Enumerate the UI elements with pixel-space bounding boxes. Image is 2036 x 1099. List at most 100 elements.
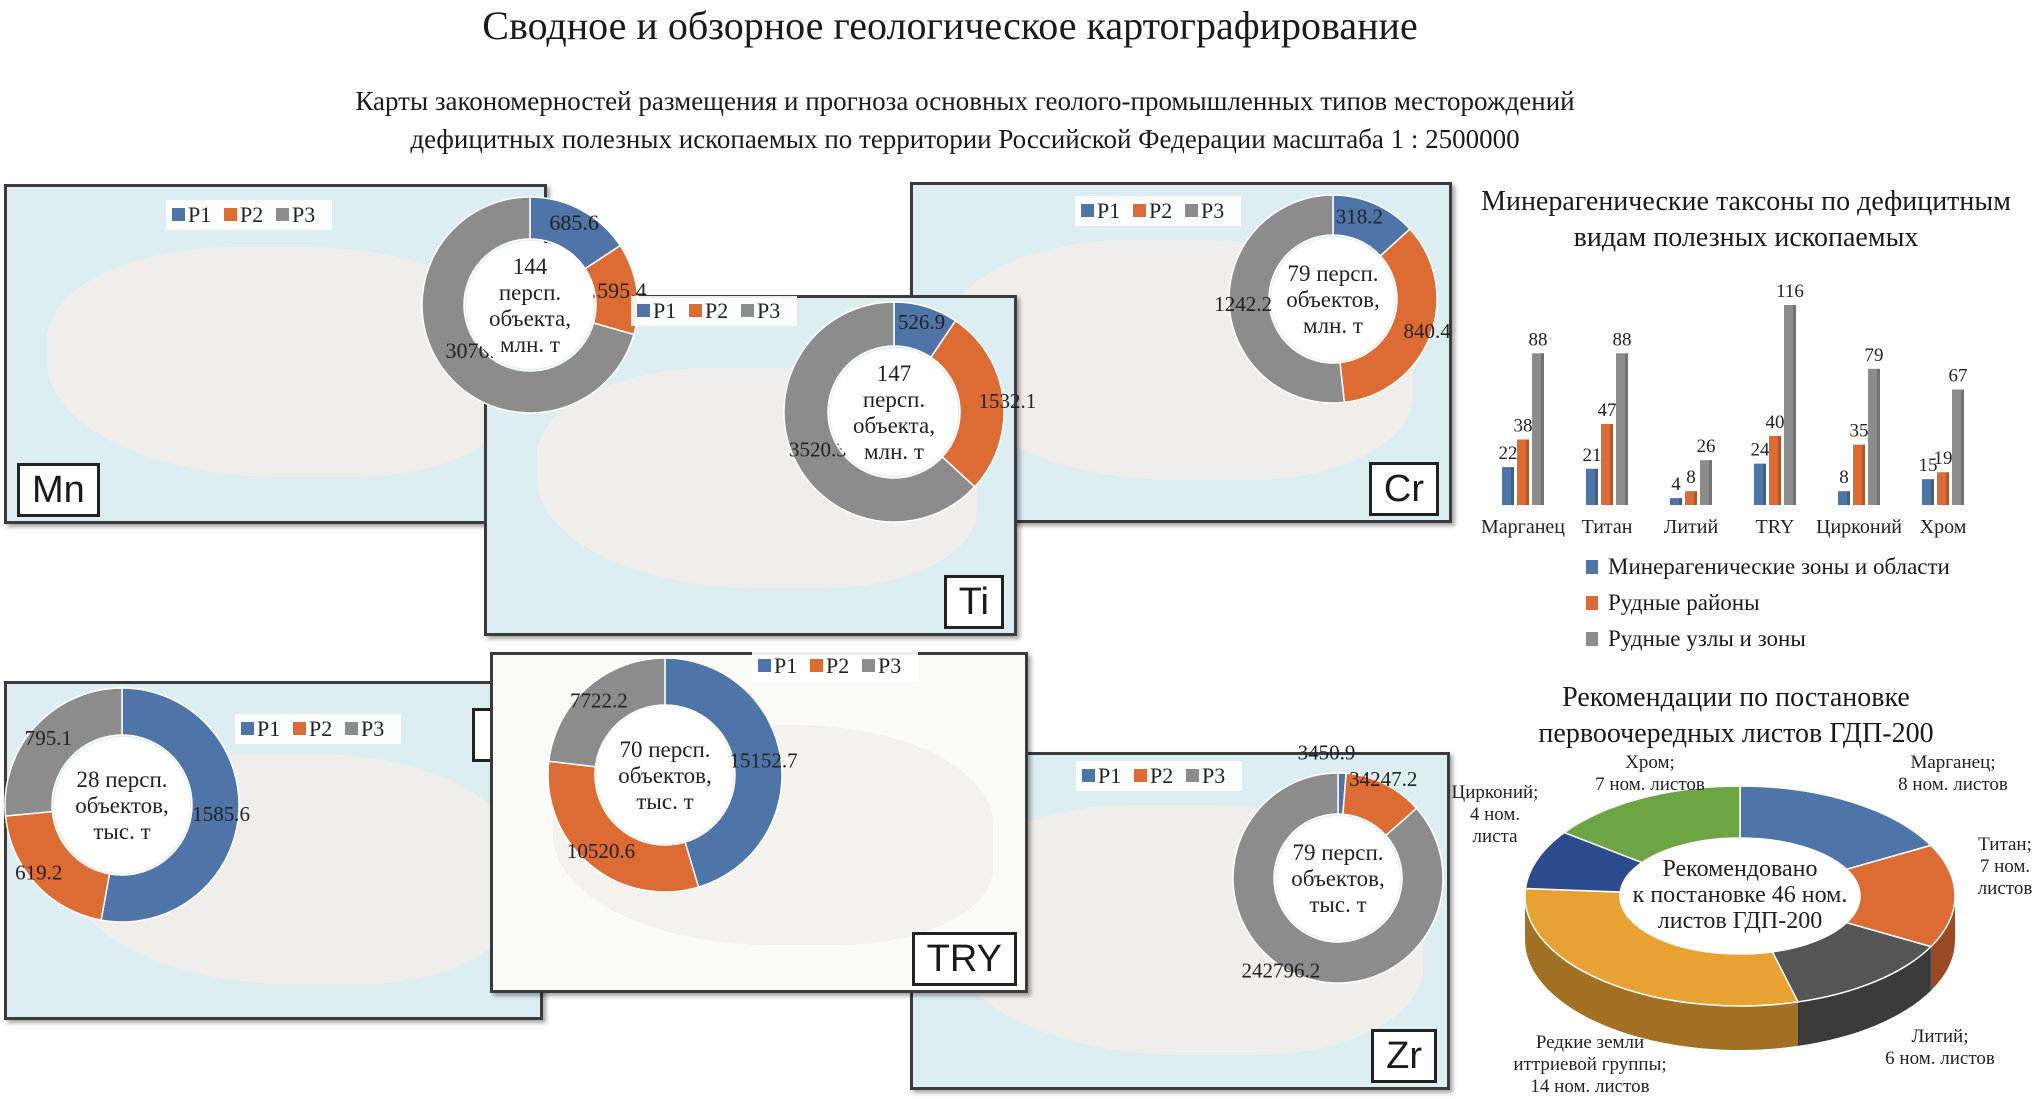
bar-value-1-0: 21 <box>1583 445 1602 466</box>
donut-center-text: тыс. т <box>93 819 150 844</box>
pie-label-titanium: Титан; <box>1978 834 2032 855</box>
bar-value-4-0: 8 <box>1839 467 1849 488</box>
legend-swatch-p2 <box>224 208 237 221</box>
legend-item-nodes: Рудные узлы и зоны <box>1586 621 1950 657</box>
donut-hole <box>1271 237 1395 361</box>
donut-center-text: млн. т <box>500 332 560 357</box>
pie-side-1 <box>1930 896 1955 991</box>
donut-li: 1585.6 619.2 795.128 персп.объектов,тыс. т… <box>4 687 401 923</box>
bar-group-3: 24 40 116 TRY <box>1751 281 1804 538</box>
donut-center-text: 79 персп. <box>1292 840 1383 865</box>
legend-label-p2: P2 <box>309 716 332 741</box>
donut-hole <box>466 241 594 369</box>
bar-5-1 <box>1937 472 1949 505</box>
donut-hole <box>597 707 733 843</box>
legend-swatch-p1 <box>637 304 650 317</box>
donut-legend-zr: P1 P2 P3 <box>1076 761 1242 791</box>
pie-center-line: к постановке 46 ном. <box>1633 882 1848 908</box>
pie-label-chrome: 7 ном. листов <box>1595 774 1705 795</box>
donut-value-cr-p3: 1242.2 <box>1214 292 1272 316</box>
donut-center-text: млн. т <box>864 439 924 464</box>
bar-value-3-1: 40 <box>1766 412 1785 433</box>
bar-chart-title: Минерагенические таксоны по дефицитным в… <box>1456 184 2036 256</box>
donut-value-ti-p2: 1532.1 <box>979 389 1037 413</box>
legend-label-p2: P2 <box>1149 198 1172 223</box>
bar-0-0 <box>1502 467 1514 505</box>
map-tag-try: TRY <box>911 932 1017 986</box>
pie-label-try: 14 ном. листов <box>1530 1076 1649 1097</box>
bar-value-3-0: 24 <box>1751 440 1771 461</box>
donut-center-text: объекта, <box>853 413 935 438</box>
pie-hole <box>1621 839 1859 953</box>
bar-value-4-1: 35 <box>1850 421 1869 442</box>
donut-slice-try-p3 <box>547 657 666 768</box>
bar-value-5-2: 67 <box>1949 365 1968 386</box>
donut-value-cr-p1: 318.2 <box>1336 205 1383 229</box>
legend-label-p1: P1 <box>1098 763 1121 788</box>
donut-legend-mn: P1 P2 P3 <box>166 200 332 230</box>
bar-value-0-2: 88 <box>1529 329 1548 350</box>
map-tag-ti: Ti <box>943 575 1004 629</box>
legend-label-p1: P1 <box>188 202 211 227</box>
donut-center-text: объектов, <box>618 763 711 788</box>
pie-label-zirconium: Цирконий; <box>1452 782 1539 803</box>
donut-value-zr-p3: 242796.2 <box>1242 959 1321 983</box>
donut-value-try-p3: 7722.2 <box>570 689 628 713</box>
donut-slice-li-p1 <box>100 687 240 923</box>
legend-label-p3: P3 <box>292 202 315 227</box>
subtitle-line-1: Карты закономерностей размещения и прогн… <box>355 86 1575 116</box>
pie-chart-title-line-1: Рекомендации по постановке <box>1562 682 1910 713</box>
donut-value-zr-p1: 3450.9 <box>1298 741 1356 765</box>
bar-5-0 <box>1922 479 1934 505</box>
bar-0-1 <box>1517 439 1529 505</box>
bar-value-4-2: 79 <box>1865 345 1884 366</box>
donut-slice-try-p2 <box>547 760 700 893</box>
donut-hole <box>54 737 190 873</box>
legend-swatch-p2 <box>293 722 306 735</box>
donut-slice-zr-p3 <box>1232 772 1444 984</box>
donut-center-text: 28 персп. <box>76 767 167 792</box>
legend-label-p2: P2 <box>1150 763 1173 788</box>
legend-label-p1: P1 <box>257 716 280 741</box>
bar-value-2-0: 4 <box>1671 474 1681 495</box>
donut-center-text: 79 персп. <box>1287 261 1378 286</box>
pie-label-chrome: Хром; <box>1625 752 1675 773</box>
donut-center-text: объектов, <box>75 793 168 818</box>
pie-label-try: иттриевой группы; <box>1513 1054 1666 1075</box>
bar-0-2 <box>1532 353 1544 505</box>
donut-value-mn-p1: 685.6 <box>549 210 599 235</box>
legend-swatch-p3 <box>345 722 358 735</box>
pie-label-try: Редкие земли <box>1536 1032 1644 1053</box>
bar-category-label: Литий <box>1664 516 1719 538</box>
bar-4-1 <box>1853 444 1865 505</box>
donut-slice-mn-p3 <box>421 196 635 414</box>
legend-label-nodes: Рудные узлы и зоны <box>1608 626 1806 651</box>
legend-label-p1: P1 <box>653 298 676 323</box>
legend-swatch-p2 <box>1133 204 1146 217</box>
donut-value-cr-p2: 840.4 <box>1404 319 1452 343</box>
bar-3-2 <box>1784 305 1796 505</box>
bar-4-0 <box>1838 491 1850 505</box>
bar-3-0 <box>1754 463 1766 505</box>
donut-slice-cr-p2 <box>1339 227 1438 404</box>
bar-value-1-2: 88 <box>1613 329 1632 350</box>
legend-item-districts: Рудные районы <box>1586 585 1950 621</box>
bar-1-2 <box>1616 353 1628 505</box>
legend-label-p3: P3 <box>757 298 780 323</box>
pie-label-lithium: Литий; <box>1912 1026 1969 1047</box>
bar-category-label: Цирконий <box>1816 516 1902 538</box>
donut-value-try-p1: 15152.7 <box>729 749 797 773</box>
pie-label-zirconium: 4 ном. <box>1470 804 1520 825</box>
bar-2-1 <box>1685 491 1697 505</box>
donut-legend-try: P1 P2 P3 <box>752 651 918 681</box>
bar-3-1 <box>1769 436 1781 505</box>
bar-value-1-1: 47 <box>1598 400 1617 421</box>
legend-swatch-p3 <box>1185 204 1198 217</box>
bar-chart-legend: Минерагенические зоны и области Рудные р… <box>1586 549 1950 657</box>
donut-value-li-p3: 795.1 <box>25 726 72 750</box>
legend-label-p3: P3 <box>1202 763 1225 788</box>
